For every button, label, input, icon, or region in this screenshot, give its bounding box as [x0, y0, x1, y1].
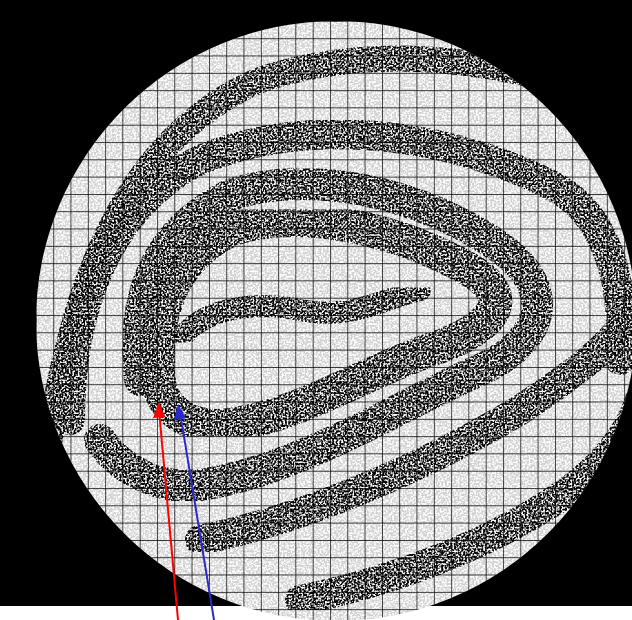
red-arrow-head: [153, 402, 165, 418]
measurement-grid: [36, 21, 632, 620]
blue-arrow-head: [174, 404, 186, 420]
red-arrow-shaft: [158, 409, 179, 620]
pointer-arrows: [153, 402, 215, 620]
blue-arrow-shaft: [179, 411, 215, 620]
